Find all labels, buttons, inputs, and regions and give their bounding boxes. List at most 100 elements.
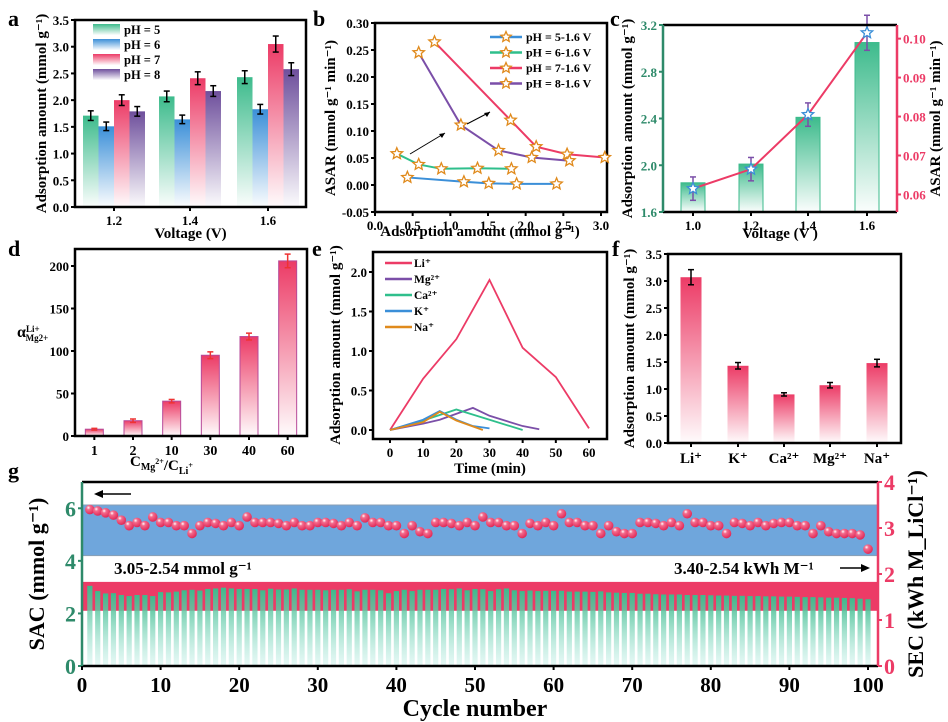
- x-tick-label: K⁺: [728, 451, 748, 467]
- legend-marker: [499, 29, 513, 43]
- x-axis-label: Adsorption amount (mmol g⁻¹): [380, 224, 580, 240]
- sac-bar: [558, 590, 565, 666]
- sac-bar: [472, 588, 478, 666]
- y-axis-label: ASAR (mmol g⁻¹ min⁻¹): [323, 40, 339, 196]
- y-tick-label-right: 3: [884, 516, 895, 541]
- bar-selectivity: [278, 260, 298, 437]
- sec-point: [415, 526, 425, 537]
- sac-bar: [440, 588, 447, 666]
- arrow-head: [94, 490, 103, 498]
- y-tick-label: 2.0: [53, 93, 69, 108]
- sac-bar: [142, 595, 148, 666]
- sac-bar: [220, 587, 227, 666]
- sec-point: [462, 517, 472, 528]
- sac-bar: [488, 591, 494, 666]
- arrow-head: [861, 564, 870, 572]
- data-point: [411, 156, 427, 171]
- legend-swatch: [93, 39, 120, 50]
- sec-point: [446, 518, 457, 529]
- x-tick-label: Ca²⁺: [769, 451, 800, 467]
- sec-point: [100, 508, 111, 518]
- sec-point: [627, 528, 637, 539]
- y-tick-label: 3.0: [53, 40, 69, 55]
- sec-point: [540, 517, 551, 528]
- legend-label: pH = 8-1.6 V: [526, 77, 592, 91]
- x-tick-label: 50: [549, 445, 562, 460]
- y-tick-label: 0.5: [53, 173, 70, 188]
- sec-point: [187, 528, 197, 539]
- y-tick-label: 0.5: [646, 409, 663, 424]
- data-point: [433, 161, 449, 176]
- sec-point: [108, 510, 119, 520]
- sac-bar: [87, 585, 93, 666]
- x-tick-label: 1.0: [685, 218, 701, 233]
- sec-point: [273, 518, 284, 529]
- sac-bar: [503, 588, 510, 666]
- sac-bar: [189, 589, 195, 666]
- y-tick-label: 2: [65, 601, 76, 626]
- sac-bar: [543, 590, 549, 666]
- sec-point: [368, 517, 378, 528]
- panel-label-e: e: [312, 236, 322, 261]
- sac-bar: [205, 588, 211, 666]
- sec-point: [721, 528, 732, 539]
- x-tick-label: 70: [622, 673, 643, 697]
- x-tick-label: 50: [465, 673, 486, 697]
- sac-bar: [519, 591, 525, 666]
- sec-point: [478, 512, 488, 522]
- y-tick-label: 1.6: [641, 205, 658, 220]
- sac-bar: [165, 592, 172, 666]
- panel-label-b: b: [313, 6, 325, 31]
- plot-frame: [373, 21, 609, 214]
- sac-bar: [95, 591, 101, 666]
- x-tick-label: 1.4: [182, 213, 199, 228]
- sac-bar: [551, 590, 557, 666]
- bar-ion: [819, 385, 841, 443]
- legend-label: pH = 6: [124, 38, 160, 52]
- sac-bar: [236, 588, 242, 666]
- sac-bar: [126, 596, 132, 666]
- sac-bar: [433, 589, 439, 666]
- sec-point: [234, 520, 244, 531]
- sec-point: [147, 512, 158, 522]
- sac-bar: [747, 596, 753, 666]
- x-tick-label: 20: [229, 673, 250, 697]
- sec-point: [493, 517, 504, 528]
- bar-pH6: [252, 109, 268, 207]
- x-tick-label: 1.6: [260, 213, 277, 228]
- sac-bar: [378, 590, 384, 666]
- plot-frame: [73, 247, 309, 438]
- y-tick-label: 100: [50, 344, 70, 359]
- sac-bar: [354, 591, 360, 666]
- sec-point: [124, 520, 134, 531]
- sac-bar: [818, 597, 824, 666]
- sec-point: [619, 528, 630, 539]
- panel-label-g: g: [8, 458, 19, 483]
- sec-range-band: [81, 504, 879, 557]
- sec-point: [92, 506, 103, 516]
- y-axis-label: SAC (mmol g⁻¹): [24, 498, 49, 651]
- data-point: [453, 117, 469, 132]
- sec-point: [360, 513, 370, 523]
- sec-point: [116, 515, 127, 525]
- bar-ion: [866, 363, 888, 443]
- legend-swatch: [93, 24, 120, 35]
- sac-bar: [645, 593, 651, 666]
- panel-d: 1 2 10 30 40 60 0 50 100 150 200 CMg2+/CLi+ αLi+ Mg2+: [17, 247, 309, 477]
- sac-bar: [464, 590, 470, 666]
- sec-point: [210, 518, 221, 529]
- legend-label: pH = 5-1.6 V: [526, 30, 592, 44]
- sac-bar: [582, 591, 588, 666]
- sec-point: [407, 520, 417, 531]
- sec-point: [155, 517, 166, 528]
- y-tick-label: 0.05: [346, 151, 369, 166]
- y-axis-label-right: ASAR (mmol g⁻¹ min⁻¹): [928, 40, 944, 196]
- data-point: [389, 145, 405, 160]
- sec-point: [202, 517, 213, 528]
- sac-bar: [323, 590, 329, 666]
- data-point: [400, 169, 415, 184]
- data-point: [528, 139, 544, 153]
- sac-bar: [841, 597, 848, 666]
- y-tick-label: 0.0: [53, 200, 69, 215]
- sac-bar: [739, 595, 745, 666]
